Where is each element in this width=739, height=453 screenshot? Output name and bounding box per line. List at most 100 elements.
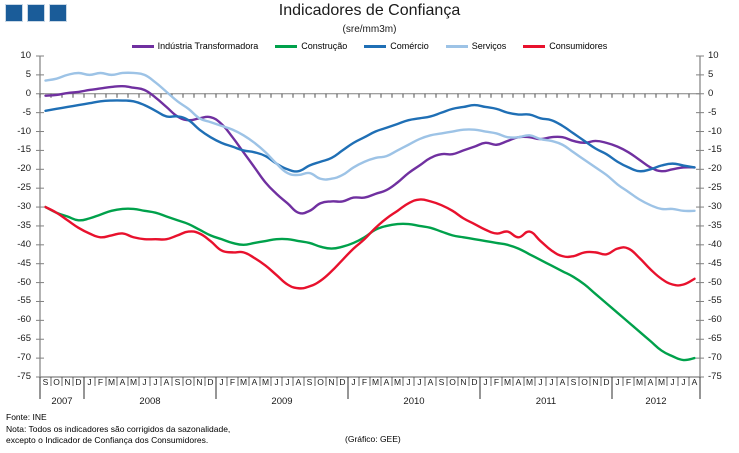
x-axis-month-label: M (635, 377, 644, 387)
logo-square-2 (27, 4, 45, 22)
chart-subtitle: (sre/mm3m) (342, 24, 397, 35)
x-axis-month-label: M (525, 377, 534, 387)
x-axis-month-label: S (570, 377, 577, 387)
x-axis-month-label: J (153, 377, 158, 387)
x-axis-month-label: M (393, 377, 402, 387)
y-axis-tick-label-right: -70 (708, 352, 722, 364)
x-axis-month-label: N (592, 377, 599, 387)
chart-title: Indicadores de Confiança (278, 2, 461, 19)
legend-label: Indústria Transformadora (157, 41, 259, 51)
legend-label: Construção (301, 41, 348, 51)
three-blue-squares-logo (5, 4, 67, 22)
y-axis-tick-label-right: -35 (708, 219, 722, 231)
x-axis-year-label: 2008 (139, 396, 161, 407)
x-axis-month-label: J (142, 377, 147, 387)
series-line-1 (44, 205, 696, 362)
x-axis-month-label: J (406, 377, 411, 387)
legend-label: Consumidores (549, 41, 608, 51)
y-axis-tick-label-right: -20 (708, 163, 722, 175)
series-line-4 (44, 198, 696, 290)
x-axis-month-label: J (87, 377, 92, 387)
legend-swatch-icon (523, 44, 546, 48)
y-axis-tick-label: -55 (17, 295, 31, 307)
x-axis-month-label: J (274, 377, 279, 387)
x-axis-month-label: M (371, 377, 380, 387)
legend-swatch-icon (131, 44, 154, 48)
chart-legend: Indústria Transformadora Construção Comérc… (0, 41, 739, 51)
x-axis-year-label: 2011 (535, 396, 557, 407)
y-axis-tick-label-right: 5 (708, 68, 714, 80)
y-axis-tick-label: -75 (17, 371, 31, 382)
x-axis-month-label: M (503, 377, 512, 387)
y-axis-tick-label-right: -60 (708, 314, 722, 326)
y-axis-tick-label-right: -45 (708, 257, 722, 269)
logo-square-3 (49, 4, 67, 22)
y-axis-tick-label-right: -30 (708, 201, 722, 213)
series-line-3 (44, 71, 696, 213)
x-axis-month-label: M (239, 377, 248, 387)
y-axis-tick-label: -40 (17, 238, 31, 250)
x-axis-month-label: N (196, 377, 203, 387)
y-axis-tick-label-right: 0 (708, 87, 714, 99)
x-axis-month-label: D (603, 377, 610, 387)
y-axis-tick-label: -70 (17, 352, 31, 364)
y-axis-tick-label: -25 (17, 182, 31, 194)
y-axis-tick-label: -15 (17, 144, 31, 156)
y-axis-tick-label: 0 (25, 87, 31, 99)
y-axis-tick-label-right: -10 (708, 125, 722, 137)
y-axis-tick-label: -5 (22, 106, 31, 118)
footer-credit: (Gráfico: GEE) (345, 434, 401, 444)
x-axis-month-label: A (427, 377, 434, 387)
y-axis-tick-label: -65 (17, 333, 31, 345)
x-axis-month-label: J (681, 377, 686, 387)
footer-note-line2: excepto o Indicador de Confiança dos Con… (6, 435, 209, 445)
y-axis-tick-label-right: -25 (708, 182, 722, 194)
x-axis-month-label: A (647, 377, 654, 387)
x-axis-month-label: O (581, 377, 588, 387)
x-axis-month-label: A (383, 377, 390, 387)
legend-item-4: Consumidores (523, 41, 607, 51)
x-axis-month-label: J (615, 377, 620, 387)
y-axis-tick-label: 10 (20, 50, 31, 61)
y-axis-tick-label-right: -75 (708, 371, 722, 382)
y-axis-tick-label-right: 10 (708, 50, 719, 61)
x-axis-month-label: M (107, 377, 116, 387)
x-axis-month-label: J (219, 377, 224, 387)
legend-label: Comércio (390, 41, 429, 51)
y-axis-tick-label: -45 (17, 257, 31, 269)
legend-swatch-icon (364, 44, 387, 48)
y-axis-tick-label-right: -50 (708, 276, 722, 288)
x-axis-month-label: S (438, 377, 445, 387)
x-axis-month-label: S (306, 377, 313, 387)
x-axis-month-label: A (559, 377, 566, 387)
x-axis-month-label: D (207, 377, 214, 387)
x-axis-month-label: M (657, 377, 666, 387)
x-axis-month-label: D (339, 377, 346, 387)
y-axis-tick-label: -50 (17, 276, 31, 288)
x-axis-month-label: A (295, 377, 302, 387)
y-axis-tick-label: -30 (17, 201, 31, 213)
y-axis-tick-label: -20 (17, 163, 31, 175)
x-axis-month-label: D (75, 377, 82, 387)
x-axis-month-label: F (625, 377, 632, 387)
legend-item-0: Indústria Transformadora (131, 41, 259, 51)
y-axis-tick-label-right: -55 (708, 295, 722, 307)
series-line-2 (44, 99, 696, 173)
y-axis-tick-label-right: -65 (708, 333, 722, 345)
x-axis-month-label: J (538, 377, 543, 387)
footer-source: Fonte: INE (6, 412, 47, 422)
x-axis-year-label: 2009 (271, 396, 293, 407)
x-axis-month-label: M (129, 377, 138, 387)
x-axis-month-label: A (251, 377, 258, 387)
x-axis-year-label: 2007 (51, 396, 73, 407)
x-axis-month-label: J (285, 377, 290, 387)
legend-swatch-icon (445, 44, 468, 48)
x-axis-month-label: F (493, 377, 500, 387)
x-axis-month-label: O (449, 377, 456, 387)
legend-item-3: Serviços (445, 41, 506, 51)
x-axis-month-label: F (97, 377, 104, 387)
x-axis-month-label: N (328, 377, 335, 387)
x-axis-month-label: F (229, 377, 236, 387)
x-axis-month-label: A (515, 377, 522, 387)
x-axis-month-label: J (417, 377, 422, 387)
